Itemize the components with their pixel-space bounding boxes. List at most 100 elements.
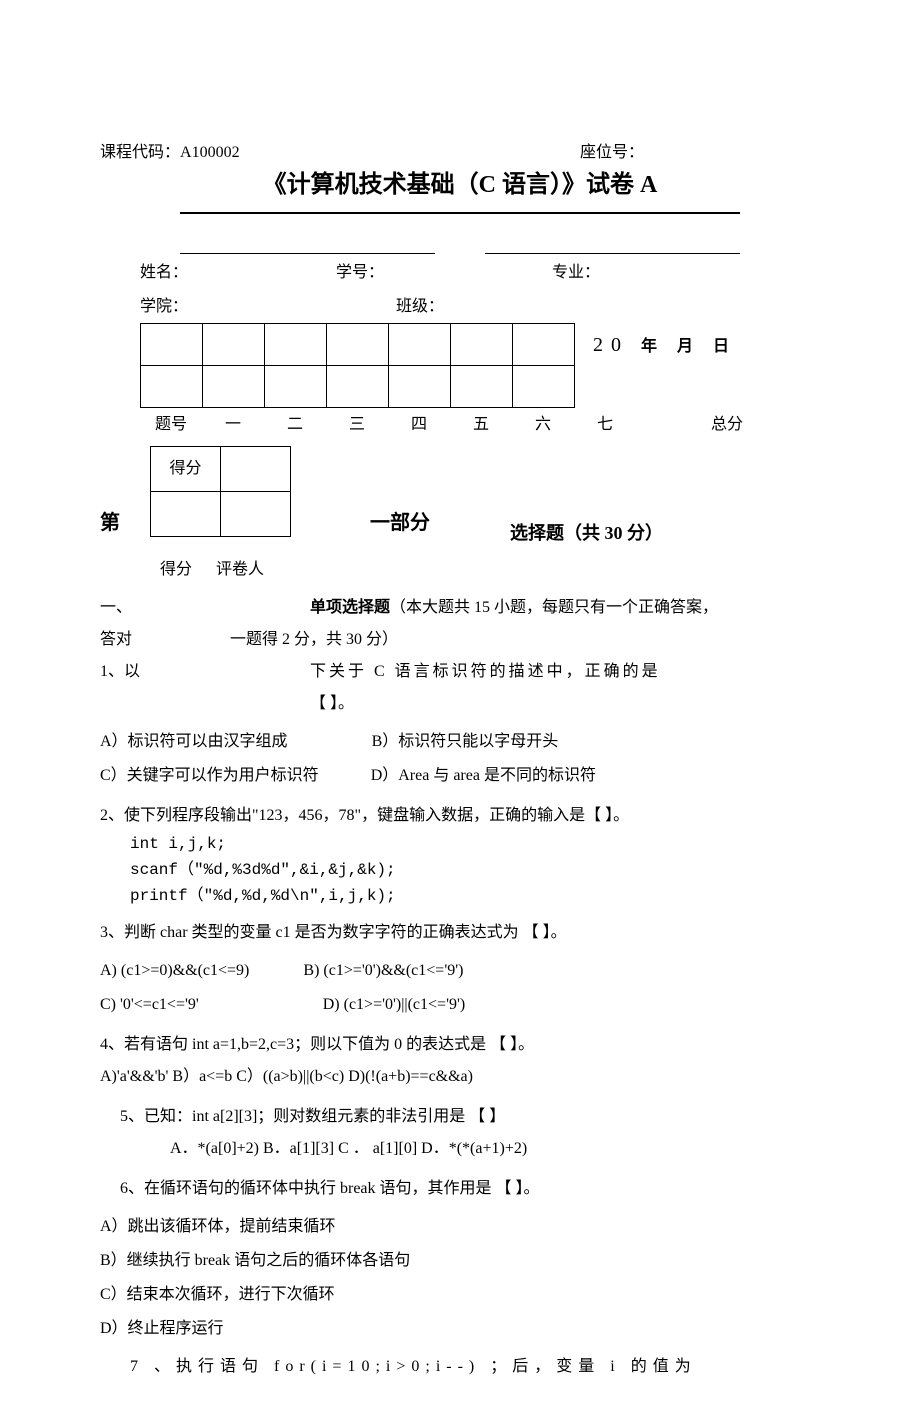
q3-opt-b: B) (c1>='0')&&(c1<='9') <box>303 962 463 979</box>
question-intro: 一、 答对 1、以 单项选择题（本大题共 15 小题，每题只有一个正确答案， 一… <box>100 592 820 720</box>
q2-code-1: int i,j,k; <box>130 832 820 858</box>
q1-opt-a: A）标识符可以由汉字组成 <box>100 733 288 750</box>
cell <box>221 446 291 491</box>
q3-opt-d: D) (c1>='0')||(c1<='9') <box>323 996 465 1013</box>
q6-opt-c: C）结束本次循环，进行下次循环 <box>100 1279 820 1311</box>
col-5: 五 <box>450 412 512 438</box>
q6-stem: 6、在循环语句的循环体中执行 break 语句，其作用是 【 】。 <box>120 1173 820 1205</box>
title-underline <box>180 212 740 214</box>
cell <box>389 366 451 408</box>
col-7: 七 <box>574 412 636 438</box>
cell <box>451 324 513 366</box>
total-label: 总分 <box>696 412 758 438</box>
intro-left-1: 一、 <box>100 592 160 624</box>
col-1: 一 <box>202 412 264 438</box>
exam-title: 《计算机技术基础（C 语言）》试卷 A <box>100 166 820 204</box>
section-right: 选择题（共 30 分） <box>510 519 663 548</box>
opt-row: A) (c1>=0)&&(c1<=9) B) (c1>='0')&&(c1<='… <box>100 955 820 987</box>
cell <box>265 366 327 408</box>
table-row: 20 年 月 日 <box>141 324 738 366</box>
date-cell: 20 年 月 日 <box>575 324 738 366</box>
header-row: 课程代码：A100002 座位号： <box>100 140 820 166</box>
q6-opt-b: B）继续执行 break 语句之后的循环体各语句 <box>100 1245 820 1277</box>
q6-opt-d: D）终止程序运行 <box>100 1313 820 1345</box>
col-label: 题号 <box>140 412 202 438</box>
cell <box>327 324 389 366</box>
course-code: 课程代码：A100002 <box>100 144 240 161</box>
class-label: 班级： <box>396 298 444 315</box>
cell <box>327 366 389 408</box>
col-2: 二 <box>264 412 326 438</box>
cell <box>389 324 451 366</box>
cell <box>451 366 513 408</box>
opt-row: C) '0'<=c1<='9' D) (c1>='0')||(c1<='9') <box>100 989 820 1021</box>
major-label: 专业： <box>552 264 600 281</box>
cell <box>203 366 265 408</box>
score-header-row: 题号 一 二 三 四 五 六 七 总分 <box>140 412 820 438</box>
section-left: 第 <box>100 507 120 539</box>
grader-row: 得分 评卷人 <box>160 557 820 583</box>
q3-options: A) (c1>=0)&&(c1<=9) B) (c1>='0')&&(c1<='… <box>100 955 820 1021</box>
q3-opt-a: A) (c1>=0)&&(c1<=9) <box>100 962 249 979</box>
cell <box>513 366 575 408</box>
table-row: 得分 <box>151 446 291 491</box>
name-label: 姓名： <box>140 264 188 281</box>
q1-opt-d: D）Area 与 area 是不同的标识符 <box>371 767 596 784</box>
q7-stem: 7 、执行语句 for(i=10;i>0;i--) ；后，变量 i 的值为 <box>130 1351 820 1383</box>
blank-2 <box>485 234 740 254</box>
q3-stem: 3、判断 char 类型的变量 c1 是否为数字字符的正确表达式为 【 】。 <box>100 917 820 949</box>
desc-rest: （本大题共 15 小题，每题只有一个正确答案， <box>390 599 718 616</box>
opt-row: A）标识符可以由汉字组成 B）标识符只能以字母开头 <box>100 726 820 758</box>
cell <box>203 324 265 366</box>
q-desc-1: 单项选择题（本大题共 15 小题，每题只有一个正确答案， <box>310 592 820 624</box>
section-mid: 一部分 <box>370 507 430 539</box>
col-6: 六 <box>512 412 574 438</box>
q6-options: A）跳出该循环体，提前结束循环 B）继续执行 break 语句之后的循环体各语句… <box>100 1211 820 1345</box>
cell <box>265 324 327 366</box>
q-desc-2: 一题得 2 分，共 30 分） <box>230 624 820 656</box>
student-id-label: 学号： <box>336 264 384 281</box>
intro-left-3: 1、以 <box>100 656 160 688</box>
q-desc-3: 下关于 C 语言标识符的描述中，正确的是 <box>310 656 820 688</box>
q2-code-3: printf（"%d,%d,%d\n",i,j,k); <box>130 884 820 910</box>
score-label-2: 得分 <box>160 561 192 578</box>
info-row-2: 学院： 班级： <box>140 294 820 320</box>
grader-label: 评卷人 <box>216 561 264 578</box>
q4-opts: A)'a'&&'b' B）a<=b C）((a>b)||(b<c) D)(!(a… <box>100 1061 820 1093</box>
score-cell-label: 得分 <box>151 446 221 491</box>
q6-opt-a: A）跳出该循环体，提前结束循环 <box>100 1211 820 1243</box>
blank-1 <box>180 234 435 254</box>
info-row-1: 姓名： 学号： 专业： <box>140 260 820 286</box>
cell <box>513 324 575 366</box>
cell <box>221 491 291 536</box>
q1-options: A）标识符可以由汉字组成 B）标识符只能以字母开头 C）关键字可以作为用户标识符… <box>100 726 820 792</box>
opt-row: C）关键字可以作为用户标识符 D）Area 与 area 是不同的标识符 <box>100 760 820 792</box>
day-label: 日 <box>713 338 737 355</box>
q5-opts: A．*(a[0]+2) B．a[1][3] C ． a[1][0] D．*(*(… <box>170 1133 820 1165</box>
cell <box>141 366 203 408</box>
course-code-label: 课程代码： <box>100 144 180 161</box>
table-row <box>151 491 291 536</box>
cell <box>151 491 221 536</box>
course-code-value: A100002 <box>180 144 240 161</box>
q1-opt-b: B）标识符只能以字母开头 <box>372 733 559 750</box>
q1-opt-c: C）关键字可以作为用户标识符 <box>100 767 319 784</box>
month-label: 月 <box>677 338 701 355</box>
col-4: 四 <box>388 412 450 438</box>
college-label: 学院： <box>140 298 188 315</box>
q-desc-4: 【 】。 <box>310 688 820 720</box>
q2-stem: 2、使下列程序段输出"123，456，78"，键盘输入数据，正确的输入是【 】。 <box>100 800 820 832</box>
year-prefix: 20 <box>593 334 629 356</box>
score-table: 20 年 月 日 <box>140 323 738 408</box>
cell <box>141 324 203 366</box>
seat-no-label: 座位号： <box>580 140 644 166</box>
q4-stem: 4、若有语句 int a=1,b=2,c=3；则以下值为 0 的表达式是 【 】… <box>100 1029 820 1061</box>
q2-code-2: scanf（"%d,%3d%d",&i,&j,&k); <box>130 858 820 884</box>
q3-opt-c: C) '0'<=c1<='9' <box>100 996 199 1013</box>
blank-underlines <box>180 234 740 254</box>
col-3: 三 <box>326 412 388 438</box>
intro-left-2: 答对 <box>100 624 160 656</box>
table-row <box>141 366 738 408</box>
mini-score-table: 得分 <box>150 446 291 537</box>
desc-title: 单项选择题 <box>310 599 390 616</box>
